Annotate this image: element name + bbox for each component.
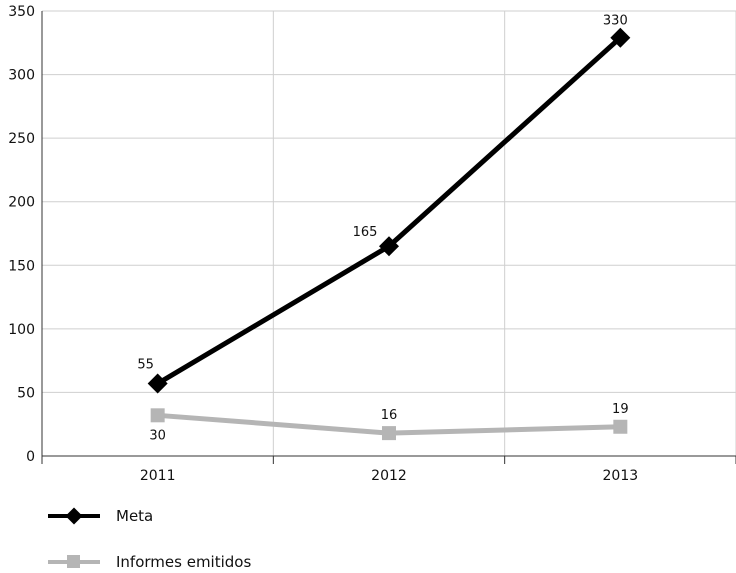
data-label-informes: 30 bbox=[149, 428, 166, 443]
legend-item-meta: Meta bbox=[48, 506, 153, 526]
data-label-meta: 165 bbox=[353, 225, 378, 240]
x-tick-label: 2011 bbox=[140, 468, 176, 484]
y-tick-label: 150 bbox=[8, 258, 35, 274]
y-tick-label: 50 bbox=[17, 385, 35, 401]
series-line-meta bbox=[156, 35, 623, 386]
data-label-informes: 16 bbox=[381, 408, 398, 423]
x-tick-label: 2012 bbox=[371, 468, 407, 484]
legend-swatch-meta bbox=[48, 506, 100, 526]
data-point-informes bbox=[382, 426, 396, 441]
data-point-informes bbox=[150, 408, 165, 423]
y-tick-label: 350 bbox=[8, 4, 35, 20]
data-label-meta: 330 bbox=[603, 14, 628, 29]
data-point-informes bbox=[613, 419, 628, 434]
legend-swatch-informes bbox=[48, 552, 100, 572]
x-tick-label: 2013 bbox=[603, 468, 639, 484]
data-point-meta bbox=[379, 236, 399, 257]
legend-label-meta: Meta bbox=[116, 507, 154, 525]
y-tick-label: 300 bbox=[8, 68, 35, 84]
data-point-meta bbox=[147, 373, 168, 394]
y-tick-label: 0 bbox=[26, 449, 35, 465]
data-label-informes: 19 bbox=[612, 402, 629, 417]
data-point-meta bbox=[610, 27, 631, 48]
line-chart: 0 50 100 150 200 250 300 350 2011 2012 2013 55 165 33… bbox=[8, 4, 736, 484]
y-tick-label: 200 bbox=[8, 195, 35, 211]
legend-item-informes: Informes emitidos bbox=[48, 552, 251, 572]
y-tick-label: 100 bbox=[8, 322, 35, 338]
data-label-meta: 55 bbox=[137, 358, 154, 373]
y-tick-label: 250 bbox=[8, 131, 35, 147]
legend-label-informes: Informes emitidos bbox=[116, 553, 252, 571]
